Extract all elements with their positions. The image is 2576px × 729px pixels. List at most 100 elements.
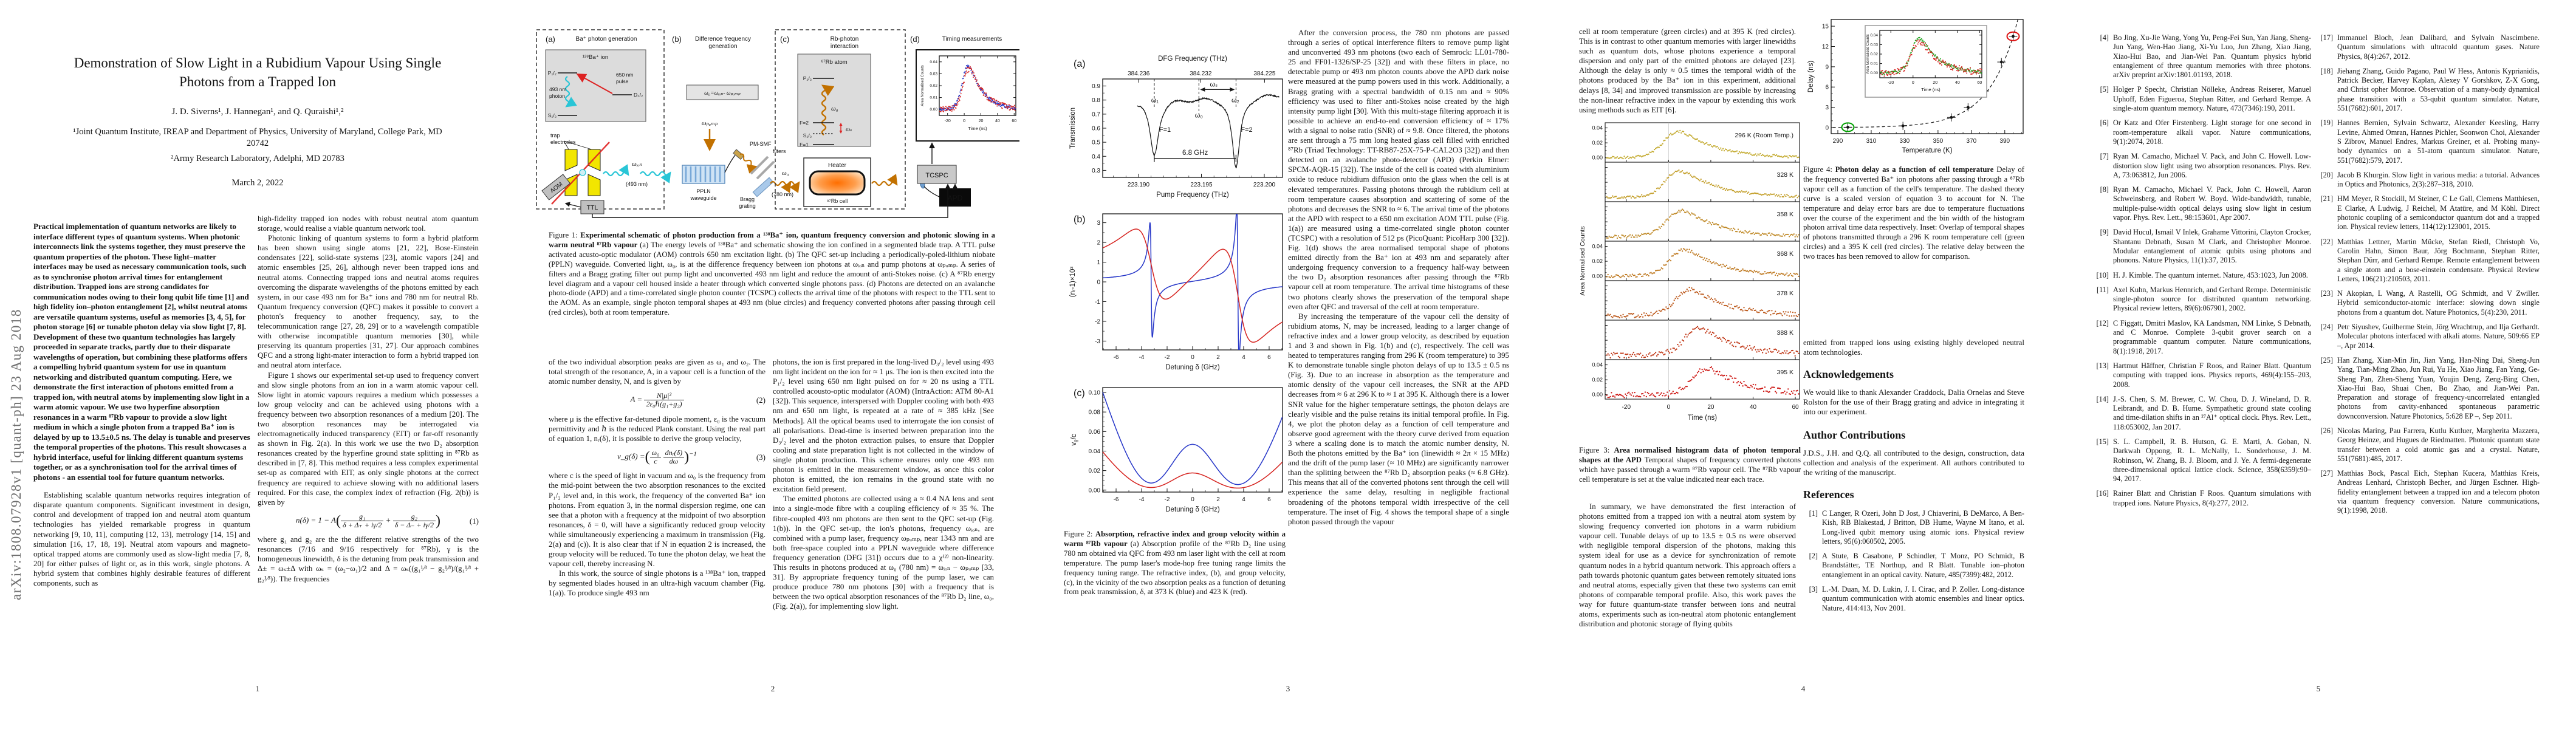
svg-text:F=2: F=2 [800,120,809,126]
svg-text:Ba⁺ photon generation: Ba⁺ photon generation [576,36,637,43]
svg-text:-4: -4 [1139,354,1145,361]
svg-text:-20: -20 [1888,81,1894,85]
svg-text:Area Normalised Counts: Area Normalised Counts [1866,34,1870,74]
panel-a-photon-generation: (a) Ba⁺ photon generation ¹³⁸Ba⁺ ion P₁/… [536,29,665,214]
svg-text:20: 20 [1707,404,1714,411]
omega-ion-label: ωᵢₒₙ [632,160,642,168]
svg-text:0.01: 0.01 [930,96,937,100]
references-list: [1] C Langer, R Ozeri, John D Jost, J Chi… [1803,509,2024,618]
svg-text:ω₀=ωᵢₒₙ- ωₚᵤₘₚ: ω₀=ωᵢₒₙ- ωₚᵤₘₚ [704,91,741,97]
svg-text:493 nm: 493 nm [549,86,566,92]
reference-item: [8] Ryan M. Camacho, Michael V. Pack, Joh… [2100,185,2311,222]
svg-text:filters: filters [773,148,786,154]
abstract: Practical implementation of quantum netw… [33,222,250,482]
svg-text:0.8: 0.8 [1092,97,1100,104]
reference-item: [14] J.-S. Chen, S. M. Brewer, C. W. Chou… [2096,394,2312,431]
svg-text:310: 310 [1866,138,1877,145]
svg-text:waveguide: waveguide [690,195,716,201]
svg-text:F=1: F=1 [1159,126,1171,134]
svg-text:290: 290 [1833,138,1843,145]
aom-box: AOM [541,174,571,200]
svg-text:330: 330 [1900,138,1910,145]
svg-text:-4: -4 [1139,496,1145,503]
page-4: cell at room temperature (green circles)… [1546,0,2061,729]
svg-text:6: 6 [1267,354,1271,361]
reference-item: [5] Holger P Specht, Christian Nölleke, A… [2100,85,2311,113]
paragraph: where μ is the effective far-detuned dip… [549,414,766,443]
reference-item: [24] Petr Siyushev, Guilherme Stein, Jörg… [2320,323,2540,350]
panel-b-dfg: (b) Difference frequency generation ω₀=ω… [672,35,793,209]
svg-text:384.232: 384.232 [1190,70,1212,77]
svg-text:368 K: 368 K [1777,250,1793,258]
dfg-formula-box [686,84,759,100]
page-5: [4] Bo Jing, Xu-Jie Wang, Yong Yu, Peng-F… [2061,0,2576,729]
column-1: cell at room temperature (green circles)… [1579,27,1796,115]
svg-text:0.04: 0.04 [1870,33,1878,38]
trapped-ion [579,169,586,176]
heater-cell: Heater ⁸⁷Rb cell [803,157,871,207]
column-2: After the conversion process, the 780 nm… [1288,28,1509,527]
page-number: 5 [2316,684,2321,693]
paragraph: In this work, the source of single photo… [549,569,766,598]
tcspc-box [917,165,957,184]
svg-text:650 nm: 650 nm [616,72,633,78]
svg-text:0.3: 0.3 [1092,168,1100,174]
references-column-1: [4] Bo Jing, Xu-Jie Wang, Yong Yu, Peng-F… [2094,33,2312,513]
svg-text:0.9: 0.9 [1092,83,1100,90]
svg-text:Transmission: Transmission [1069,108,1077,149]
svg-text:ω₀: ω₀ [1195,112,1203,120]
page-number: 2 [770,684,775,693]
author-contributions-text: J.D.S., J.H. and Q.Q. all contributed to… [1803,449,2024,477]
svg-text:223.200: 223.200 [1253,182,1276,188]
arxiv-watermark: arXiv:1808.07928v1 [quant-ph] 23 Aug 201… [9,309,24,600]
svg-text:-20: -20 [1622,404,1631,411]
svg-text:0.02: 0.02 [930,84,937,88]
author-contributions-heading: Author Contributions [1803,429,1906,441]
svg-text:-6: -6 [1114,354,1119,361]
svg-text:40: 40 [1955,81,1960,85]
ppln-waveguide [682,165,725,184]
paragraph: Photonic linking of quantum systems to f… [258,234,479,370]
svg-text:PM-SMF: PM-SMF [750,141,772,147]
svg-text:0.00: 0.00 [1089,487,1101,494]
svg-text:60: 60 [1977,81,1982,85]
svg-text:6: 6 [1267,496,1271,503]
svg-text:Delay (ns): Delay (ns) [1807,61,1815,93]
ion-photon-wave-1 [603,164,629,177]
svg-text:0.02: 0.02 [1592,258,1603,264]
svg-text:296 K (Room Temp.): 296 K (Room Temp.) [1735,132,1793,139]
svg-text:12: 12 [1822,44,1829,50]
paragraph: Establishing scalable quantum networks r… [33,491,250,588]
svg-text:-2: -2 [1165,496,1170,503]
svg-text:0: 0 [1191,496,1194,503]
svg-text:ωₛ: ωₛ [1210,81,1218,88]
svg-text:Bragg: Bragg [740,196,755,202]
svg-text:photon: photon [549,93,565,99]
svg-text:P₁/₂: P₁/₂ [548,70,557,76]
ba-level-diagram: ¹³⁸Ba⁺ ion P₁/₂ 650 nm pulse D₃/₂ 493 nm… [545,49,646,122]
svg-text:Timing measurements: Timing measurements [942,36,1002,43]
svg-text:0.5: 0.5 [1092,140,1100,146]
page-1: arXiv:1808.07928v1 [quant-ph] 23 Aug 201… [0,0,515,729]
figure-2-caption: Figure 2: Absorption, refractive index a… [1064,530,1286,597]
svg-text:6.8 GHz: 6.8 GHz [1182,149,1208,157]
page-number: 1 [255,684,260,693]
bragg-grating [752,177,774,197]
svg-text:0.04: 0.04 [1592,125,1603,131]
paragraph: The emitted photons are collected using … [773,495,994,611]
svg-text:ω₀: ω₀ [831,105,838,112]
svg-text:4: 4 [1242,354,1245,361]
wave-to-detector [871,174,898,187]
svg-text:pulse: pulse [616,78,629,84]
svg-text:328 K: 328 K [1777,171,1793,179]
panel-c-rb-interaction: (c) Rb-photon interaction ⁸⁷Rb atom P₁/₂… [775,29,906,210]
svg-text:1: 1 [1097,259,1100,266]
svg-text:0.04: 0.04 [1592,362,1603,368]
reference-item: [1] C Langer, R Ozeri, John D Jost, J Chi… [1809,509,2024,546]
svg-text:P₁/₂: P₁/₂ [803,75,812,81]
svg-text:350: 350 [1933,138,1944,145]
figure-1-schematic: (a) Ba⁺ photon generation ¹³⁸Ba⁺ ion P₁/… [536,29,1019,218]
equation-3: v_g(δ) =(ω₀ c dnᵣ(δ) dω)−1 (3) [617,448,766,466]
reference-item: [13] Hartmut Häffner, Christian F Roos, a… [2096,361,2312,389]
figure-3-histograms: 0.04 0.02 0.00 296 K (Room Temp.) 328 K 358 K… [1579,122,1800,422]
